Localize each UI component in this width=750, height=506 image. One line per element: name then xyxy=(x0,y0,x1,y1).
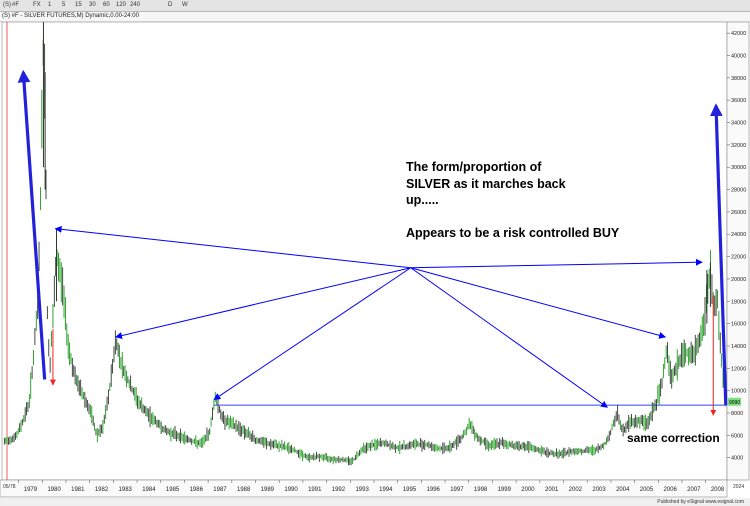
x-tick-label: 1998 xyxy=(474,487,488,493)
y-tick-label: 4000 xyxy=(731,456,743,462)
x-tick-label: 1980 xyxy=(47,487,61,493)
y-tick-label: 20000 xyxy=(731,277,746,283)
correction-label: same correction xyxy=(627,431,720,445)
annotation-line-3: up..... xyxy=(406,193,439,207)
annotation-line-2: SILVER as it marches back xyxy=(406,176,566,191)
last-price-label: 9090 xyxy=(729,400,740,406)
toolbar-item[interactable]: #F xyxy=(12,2,20,8)
x-tick-label: 1991 xyxy=(308,487,322,493)
x-tick-label: 1990 xyxy=(284,487,298,493)
thick-blue-arrow xyxy=(709,103,728,406)
y-tick-label: 8000 xyxy=(731,411,743,417)
toolbar: (S) #F FX 1 5 15 30 60 120 240 D W xyxy=(0,0,750,12)
x-tick-label: 1985 xyxy=(166,487,180,493)
toolbar-item[interactable]: (S) xyxy=(3,2,11,8)
toolbar-item[interactable]: 60 xyxy=(103,2,110,8)
footer: Published by eSignal www.esignal.com xyxy=(0,498,750,506)
last-price-tag xyxy=(728,397,741,406)
x-end-label: 2024 xyxy=(733,484,744,490)
toolbar-item[interactable]: 15 xyxy=(75,2,82,8)
annotation-text: The form/proportion of SILVER as it marc… xyxy=(406,159,619,242)
x-tick-label: 1993 xyxy=(355,487,369,493)
x-tick-label: 2005 xyxy=(640,487,654,493)
y-tick-label: 40000 xyxy=(731,54,746,60)
x-start-label: 05/78 xyxy=(3,484,16,490)
x-tick-label: 1984 xyxy=(142,487,156,493)
y-tick-label: 42000 xyxy=(731,31,746,37)
hub-arrow xyxy=(213,267,411,400)
x-tick-label: 1987 xyxy=(213,487,227,493)
x-tick-label: 1979 xyxy=(24,487,38,493)
y-tick-label: 38000 xyxy=(731,76,746,82)
x-tick-label: 1989 xyxy=(261,487,275,493)
hub-arrow xyxy=(410,267,608,408)
toolbar-item[interactable]: 5 xyxy=(62,2,66,8)
y-tick-label: 36000 xyxy=(731,98,746,104)
chart-title-bar: (S) #F - SILVER FUTURES,M) Dynamic,0.00-… xyxy=(0,12,750,22)
y-tick-label: 18000 xyxy=(731,299,746,305)
annotation-line-1: The form/proportion of xyxy=(406,160,542,174)
x-tick-label: 1986 xyxy=(190,487,204,493)
x-tick-label: 1997 xyxy=(450,487,464,493)
x-tick-label: 1999 xyxy=(498,487,512,493)
hub-arrow xyxy=(410,267,667,339)
x-tick-label: 2008 xyxy=(711,487,725,493)
chart-title: (S) #F - SILVER FUTURES,M) Dynamic,0.00-… xyxy=(2,13,139,19)
toolbar-item[interactable]: 30 xyxy=(89,2,96,8)
hub-arrow xyxy=(54,225,411,269)
toolbar-item[interactable]: 240 xyxy=(130,2,141,8)
hub-arrow xyxy=(410,258,703,269)
x-tick-label: 1992 xyxy=(332,487,346,493)
annotation-line-4 xyxy=(406,209,619,226)
plot-area xyxy=(1,21,728,481)
x-tick-label: 1988 xyxy=(237,487,251,493)
price-bars xyxy=(3,39,727,466)
x-tick-label: 1982 xyxy=(95,487,109,493)
x-tick-label: 2000 xyxy=(521,487,535,493)
x-tick-label: 1994 xyxy=(379,487,393,493)
y-tick-label: 16000 xyxy=(731,322,746,328)
toolbar-item[interactable]: 1 xyxy=(48,2,52,8)
x-tick-label: 2006 xyxy=(663,487,677,493)
thick-blue-arrow xyxy=(17,69,47,380)
x-tick-label: 1983 xyxy=(119,487,133,493)
annotation-line-5: Appears to be a risk controlled BUY xyxy=(406,226,620,240)
toolbar-item[interactable]: FX xyxy=(33,2,41,8)
x-axis-panel xyxy=(0,479,728,498)
x-tick-label: 1995 xyxy=(403,487,417,493)
y-tick-label: 10000 xyxy=(731,389,746,395)
toolbar-item[interactable]: W xyxy=(182,2,188,8)
y-tick-label: 24000 xyxy=(731,232,746,238)
x-tick-label: 1981 xyxy=(71,487,85,493)
y-tick-label: 14000 xyxy=(731,344,746,350)
y-tick-label: 30000 xyxy=(731,165,746,171)
toolbar-item[interactable]: D xyxy=(168,2,173,8)
x-tick-label: 2002 xyxy=(569,487,583,493)
y-tick-label: 34000 xyxy=(731,121,746,127)
y-tick-label: 22000 xyxy=(731,255,746,261)
footer-text: Published by eSignal www.esignal.com xyxy=(657,499,744,505)
x-tick-label: 2001 xyxy=(545,487,559,493)
y-tick-label: 28000 xyxy=(731,188,746,194)
y-tick-label: 12000 xyxy=(731,366,746,372)
y-axis-panel xyxy=(726,21,750,481)
x-tick-label: 2007 xyxy=(687,487,701,493)
x-tick-label: 2003 xyxy=(592,487,606,493)
x-tick-label: 1996 xyxy=(427,487,441,493)
x-tick-label: 2004 xyxy=(616,487,630,493)
hub-arrow xyxy=(115,267,411,339)
toolbar-item[interactable]: 120 xyxy=(116,2,127,8)
y-tick-label: 32000 xyxy=(731,143,746,149)
y-tick-label: 26000 xyxy=(731,210,746,216)
y-tick-label: 6000 xyxy=(731,433,743,439)
